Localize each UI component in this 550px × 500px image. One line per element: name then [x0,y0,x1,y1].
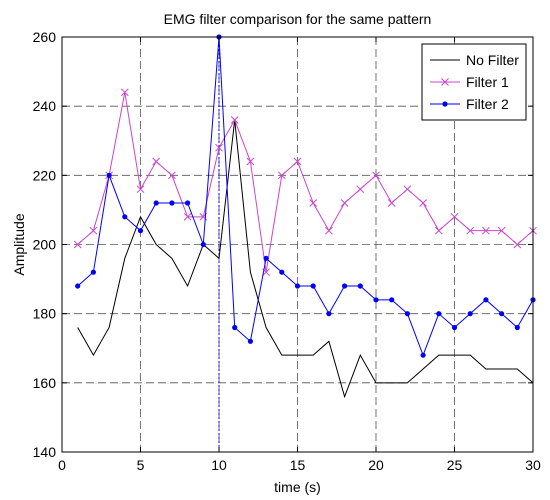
data-point-x-marker [183,212,192,221]
chart-title: EMG filter comparison for the same patte… [164,11,432,27]
x-tick-label: 0 [58,457,66,473]
data-point-x-marker [340,199,349,207]
data-point-dot [185,200,191,206]
data-point-dot [90,269,96,275]
data-point-x-marker [513,240,522,249]
data-point-x-marker [89,226,98,235]
legend-label: Filter 1 [466,74,509,90]
y-tick-label: 140 [33,444,57,460]
data-point-dot [467,311,473,317]
data-point-dot [232,324,238,331]
data-point-dot [451,324,458,331]
data-point-dot [122,214,128,220]
x-tick-label: 20 [368,457,384,473]
data-point-x-marker [309,199,318,207]
data-point-dot [263,255,269,261]
y-tick-label: 220 [33,167,57,183]
series-line-no-filter [77,119,534,399]
data-point-dot [294,283,301,289]
data-point-dot [357,283,363,289]
y-tick-label: 260 [33,29,57,45]
data-point-dot [310,283,316,289]
data-point-dot [342,283,348,289]
data-point-dot [404,311,410,317]
y-tick-label: 160 [33,375,57,391]
data-point-x-marker [372,171,380,180]
data-point-dot [326,311,332,317]
data-point-dot [279,269,285,275]
data-point-dot [514,324,520,331]
y-tick-label: 240 [33,98,57,114]
x-tick-label: 5 [137,457,145,473]
data-point-x-marker [356,185,365,194]
data-point-dot [75,283,81,289]
legend-x-marker [441,78,449,86]
data-point-dot [200,241,206,248]
data-point-dot [389,297,395,303]
data-point-x-marker [215,143,223,152]
data-point-x-marker [120,88,129,97]
data-point-dot [137,228,144,234]
data-point-x-marker [466,226,475,235]
data-point-dot [436,311,442,317]
data-point-x-marker [434,226,443,235]
data-point-dot [420,352,426,358]
legend-label: Filter 2 [466,96,509,112]
y-tick-label: 200 [33,237,57,253]
data-point-x-marker [403,185,412,194]
data-point-x-marker [387,199,396,207]
data-point-dot [106,172,112,178]
data-point-x-marker [325,226,333,235]
x-tick-label: 15 [290,457,306,473]
data-point-x-marker [136,185,145,194]
data-point-dot [483,297,489,303]
legend-label: No Filter [466,52,519,68]
data-point-dot [153,200,159,206]
data-point-x-marker [277,171,286,180]
data-point-x-marker [293,157,302,166]
data-point-x-marker [246,157,255,166]
y-axis-title: Amplitude [11,213,27,275]
data-point-dot [499,311,505,317]
data-point-x-marker [73,240,82,249]
legend-dot-marker [442,101,448,107]
x-tick-label: 30 [525,457,541,473]
x-tick-label: 10 [211,457,227,473]
data-point-x-marker [419,199,427,207]
data-point-dot [247,338,253,344]
data-point-x-marker [230,116,239,124]
x-tick-label: 25 [447,457,463,473]
data-point-x-marker [152,157,161,166]
x-axis-title: time (s) [274,479,321,495]
data-point-x-marker [168,171,176,180]
data-point-x-marker [450,212,459,221]
y-tick-label: 180 [33,306,57,322]
data-point-dot [373,297,379,303]
data-point-x-marker [497,226,506,235]
data-point-dot [169,200,175,206]
series-line-filter-2 [77,36,534,357]
data-point-x-marker [482,226,490,235]
